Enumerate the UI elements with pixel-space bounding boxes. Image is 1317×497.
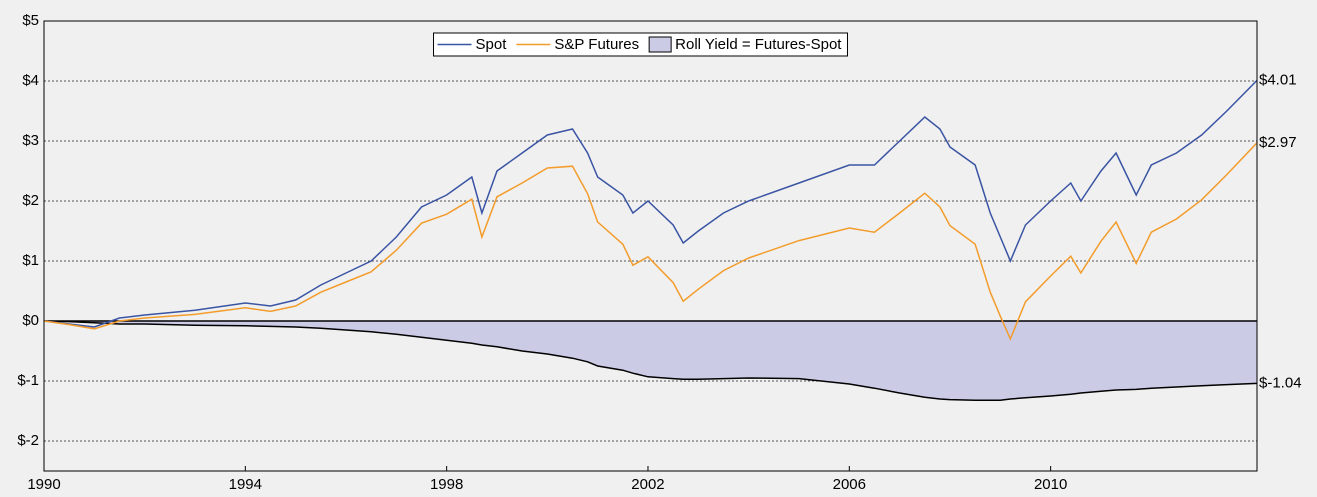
legend: Spot S&P Futures Roll Yield = Futures-Spot: [433, 32, 848, 57]
x-tick-label: 2002: [631, 476, 664, 493]
end-label: $4.01: [1259, 71, 1297, 88]
x-tick-label: 1990: [27, 476, 60, 493]
legend-label: Spot: [476, 36, 508, 53]
y-tick-label: $0: [22, 312, 39, 329]
y-tick-label: $-1: [17, 372, 39, 389]
plot-frame: [43, 20, 1258, 472]
plot-area: [44, 21, 1257, 471]
x-tick-label: 1998: [430, 476, 463, 493]
end-label: $-1.04: [1259, 374, 1302, 391]
line: [43, 79, 1258, 328]
y-tick-label: $1: [22, 252, 39, 269]
y-tick-label: $3: [22, 132, 39, 149]
y-tick-label: $5: [22, 12, 39, 29]
legend-label: Roll Yield = Futures-Spot: [675, 36, 842, 53]
line: [43, 142, 1258, 341]
area-edge: [43, 320, 1258, 401]
x-tick-label: 1994: [229, 476, 262, 493]
y-tick-label: $-2: [17, 432, 39, 449]
x-tick-label: 2006: [833, 476, 866, 493]
y-tick-label: $2: [22, 192, 39, 209]
legend-box: [433, 32, 848, 57]
x-tick-label: 2010: [1034, 476, 1067, 493]
legend-label: S&P Futures: [554, 36, 639, 53]
legend-swatch: [648, 36, 672, 53]
area: [44, 321, 1257, 401]
y-tick-label: $4: [22, 72, 39, 89]
end-label: $2.97: [1259, 134, 1297, 151]
